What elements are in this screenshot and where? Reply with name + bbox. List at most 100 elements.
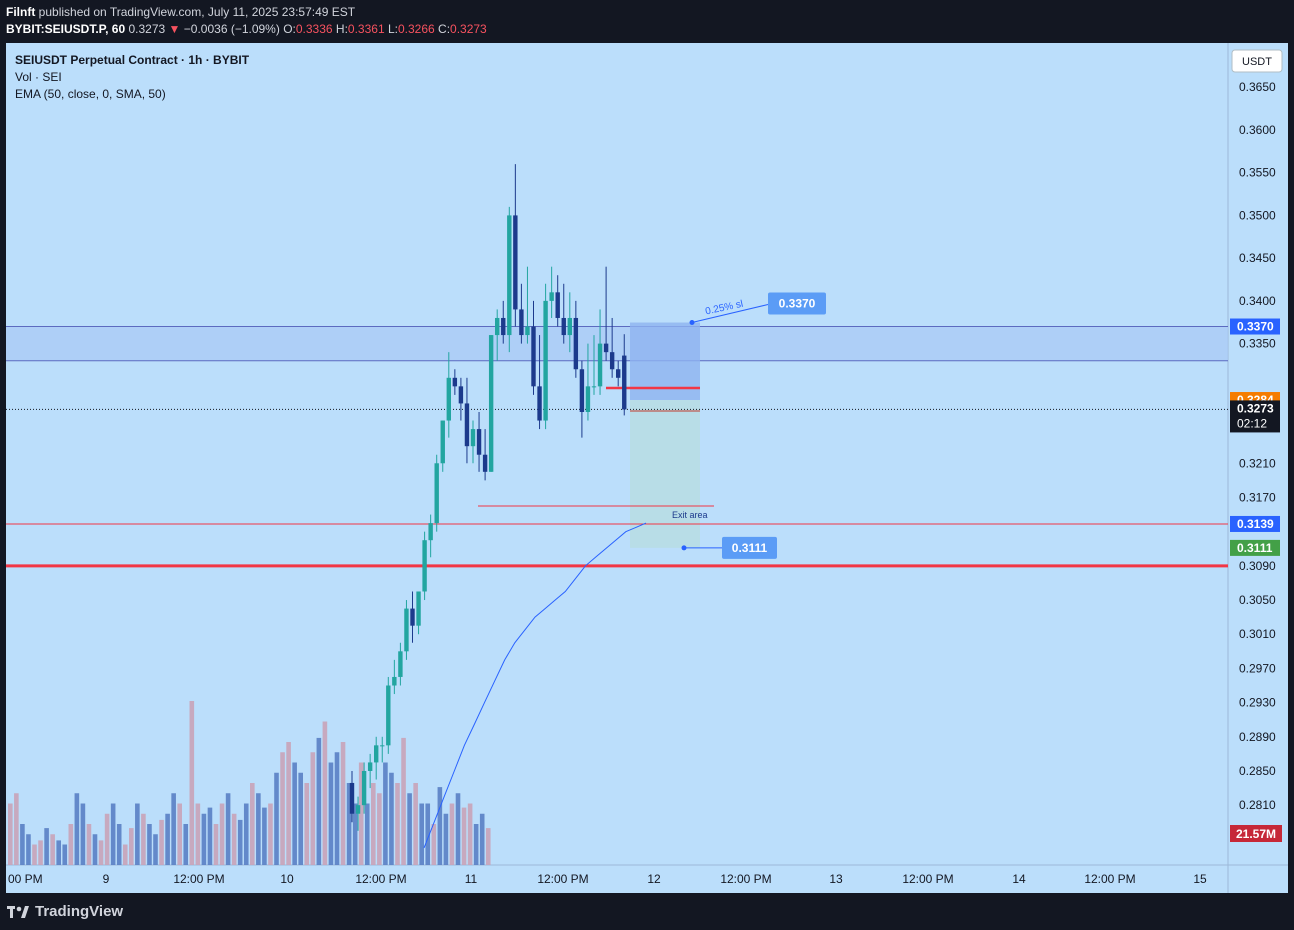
- time-tick-label: 00 PM: [8, 872, 43, 886]
- candle-body: [549, 292, 554, 301]
- candle-body: [585, 386, 591, 412]
- target-callout-label: 0.3111: [732, 541, 768, 555]
- time-tick-label: 12: [647, 872, 661, 886]
- volume-bar: [68, 824, 74, 865]
- price-tick-label: 0.3550: [1239, 166, 1276, 180]
- candle-body: [361, 770, 367, 806]
- volume-bar: [189, 701, 195, 865]
- volume-tag-label: 21.57M: [1236, 827, 1276, 841]
- price-axis[interactable]: 0.3650 0.3600 0.3550 0.3500 0.3450 0.3400 0.33…: [1239, 80, 1276, 842]
- candle-body: [495, 317, 500, 336]
- high-value: 0.3361: [347, 22, 385, 36]
- low-label: L:: [387, 22, 398, 36]
- volume-bar: [377, 793, 382, 865]
- candle-body: [355, 805, 361, 814]
- price-tick-label: 0.3010: [1239, 627, 1276, 641]
- volume-bar: [219, 803, 225, 865]
- candle-body: [567, 317, 572, 336]
- price-change: −0.0036 (−1.09%): [183, 22, 280, 36]
- price-tick-label: 0.3170: [1239, 490, 1276, 504]
- volume-bar: [304, 783, 310, 865]
- target-box[interactable]: [630, 400, 700, 548]
- candle-body: [464, 403, 470, 447]
- author-name[interactable]: Filnft: [6, 5, 36, 19]
- volume-bar: [419, 803, 424, 865]
- candle-body: [616, 369, 621, 378]
- price-tag-label: 0.3111: [1237, 541, 1273, 555]
- volume-bar: [195, 803, 201, 865]
- symbol-label: BYBIT:SEIUSDT.P, 60: [6, 22, 126, 36]
- chart-svg[interactable]: 0.25% sl 0.3370 Exit area 0.3111 SEIUSDT…: [6, 43, 1288, 893]
- price-tick-label: 0.2930: [1239, 696, 1276, 710]
- published-text: published on TradingView.com, July 11, 2…: [38, 5, 356, 19]
- time-tick-label: 9: [103, 872, 110, 886]
- volume-bar: [14, 793, 19, 865]
- volume-bar: [165, 813, 170, 865]
- chart-frame[interactable]: 0.25% sl 0.3370 Exit area 0.3111 SEIUSDT…: [6, 43, 1288, 893]
- price-tick-label: 0.3450: [1239, 251, 1276, 265]
- sl-callout[interactable]: [768, 292, 826, 315]
- price-tick-label: 0.3090: [1239, 559, 1276, 573]
- volume-bar: [401, 737, 406, 865]
- volume-bar: [98, 840, 104, 865]
- volume-bar: [62, 844, 68, 865]
- volume-bar: [407, 793, 412, 865]
- volume-tag: [1230, 825, 1282, 842]
- sl-connector: [691, 304, 769, 324]
- volume-bar: [364, 803, 370, 865]
- volume-bar: [86, 824, 92, 865]
- volume-bar: [352, 803, 358, 865]
- bottom-bar: [0, 893, 1294, 930]
- time-tick-label: 10: [280, 872, 294, 886]
- legend-volume[interactable]: Vol · SEI: [15, 70, 62, 84]
- exit-area-label: Exit area: [672, 510, 708, 520]
- candle-body: [555, 292, 560, 318]
- time-tick-label: 12:00 PM: [902, 872, 953, 886]
- candle-body: [531, 326, 536, 387]
- volume-bar: [292, 762, 297, 865]
- volume-bar: [129, 828, 134, 865]
- volume-bar: [431, 824, 437, 865]
- volume-bar: [389, 772, 394, 865]
- price-tick-label: 0.2810: [1239, 798, 1276, 812]
- time-tick-label: 11: [465, 872, 478, 886]
- volume-bar: [479, 813, 485, 865]
- time-axis[interactable]: 00 PM 9 12:00 PM 10 12:00 PM 11 12:00 PM 12 12:0…: [8, 872, 1207, 886]
- tradingview-logo[interactable]: TradingView: [7, 903, 123, 920]
- volume-bar: [243, 803, 249, 865]
- volume-bar: [449, 803, 455, 865]
- candle-body: [501, 317, 506, 336]
- volume-bar: [147, 824, 152, 865]
- volume-bar: [425, 803, 431, 865]
- candle-body: [470, 429, 476, 447]
- candle-body: [482, 454, 488, 472]
- price-tick-label: 0.2970: [1239, 661, 1276, 675]
- candle-body: [458, 386, 464, 404]
- volume-bar: [207, 807, 213, 865]
- legend-ema[interactable]: EMA (50, close, 0, SMA, 50): [15, 87, 166, 101]
- price-tags: 0.33700.32840.31390.31110.327302:1221.57…: [1230, 318, 1282, 842]
- volume-bar: [153, 834, 158, 865]
- volume-bar: [334, 752, 340, 865]
- volume-bar: [395, 783, 400, 865]
- price-tick-label: 0.3050: [1239, 593, 1276, 607]
- volume-bar: [280, 752, 285, 865]
- volume-bar: [322, 721, 328, 865]
- volume-bar: [104, 813, 110, 865]
- candle-body: [519, 309, 524, 336]
- volume-bar: [437, 787, 443, 865]
- target-dot: [681, 545, 687, 551]
- time-tick-label: 12:00 PM: [355, 872, 406, 886]
- volume-bar: [141, 813, 146, 865]
- close-label: C:: [438, 22, 451, 36]
- volume-bar: [116, 824, 122, 865]
- volume-bars: [8, 701, 491, 865]
- volume-bar: [80, 803, 86, 865]
- volume-bar: [316, 737, 322, 865]
- price-tick-label: 0.2850: [1239, 764, 1276, 778]
- target-callout[interactable]: [722, 536, 777, 559]
- candle-body: [428, 523, 433, 541]
- volume-bar: [20, 824, 25, 865]
- price-tag-label: 0.3139: [1237, 517, 1274, 531]
- currency-button[interactable]: [1231, 49, 1283, 73]
